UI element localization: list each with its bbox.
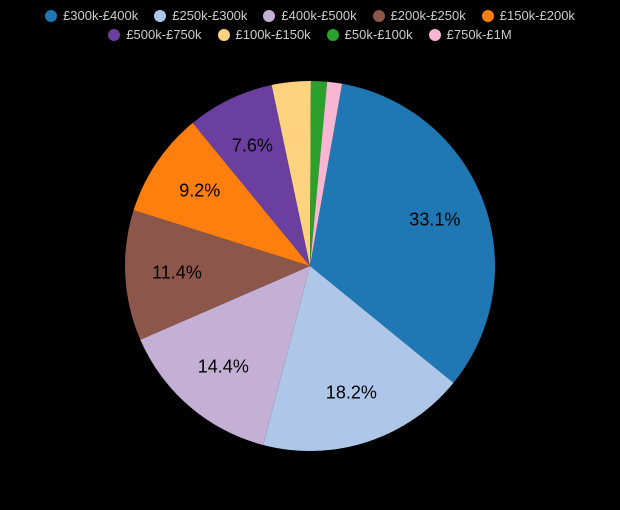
pie-slice-label: 18.2% — [326, 382, 377, 403]
legend-item: £100k-£150k — [218, 27, 311, 42]
legend-label: £100k-£150k — [236, 27, 311, 42]
legend-label: £750k-£1M — [447, 27, 512, 42]
legend-label: £150k-£200k — [500, 8, 575, 23]
legend-item: £50k-£100k — [327, 27, 413, 42]
legend-item: £500k-£750k — [108, 27, 201, 42]
legend-marker — [482, 10, 494, 22]
legend-item: £750k-£1M — [429, 27, 512, 42]
legend: £300k-£400k £250k-£300k £400k-£500k £200k-£… — [0, 0, 620, 46]
legend-item: £150k-£200k — [482, 8, 575, 23]
pie-slice-label: 33.1% — [409, 209, 460, 230]
legend-item: £400k-£500k — [263, 8, 356, 23]
legend-label: £50k-£100k — [345, 27, 413, 42]
legend-marker — [218, 29, 230, 41]
legend-label: £300k-£400k — [63, 8, 138, 23]
pie-slice-label: 11.4% — [152, 262, 202, 283]
legend-item: £200k-£250k — [373, 8, 466, 23]
legend-label: £200k-£250k — [391, 8, 466, 23]
legend-marker — [263, 10, 275, 22]
pie-slice-label: 7.6% — [232, 135, 273, 156]
pie-slice-label: 9.2% — [179, 181, 220, 202]
legend-label: £250k-£300k — [172, 8, 247, 23]
legend-marker — [373, 10, 385, 22]
legend-marker — [327, 29, 339, 41]
pie-slice-label: 14.4% — [198, 357, 249, 378]
legend-label: £400k-£500k — [281, 8, 356, 23]
legend-marker — [429, 29, 441, 41]
legend-item: £300k-£400k — [45, 8, 138, 23]
legend-marker — [108, 29, 120, 41]
legend-marker — [45, 10, 57, 22]
legend-item: £250k-£300k — [154, 8, 247, 23]
pie-chart-container: 33.1% 18.2% 14.4% 11.4% 9.2% 7.6% — [0, 46, 620, 486]
legend-label: £500k-£750k — [126, 27, 201, 42]
legend-marker — [154, 10, 166, 22]
